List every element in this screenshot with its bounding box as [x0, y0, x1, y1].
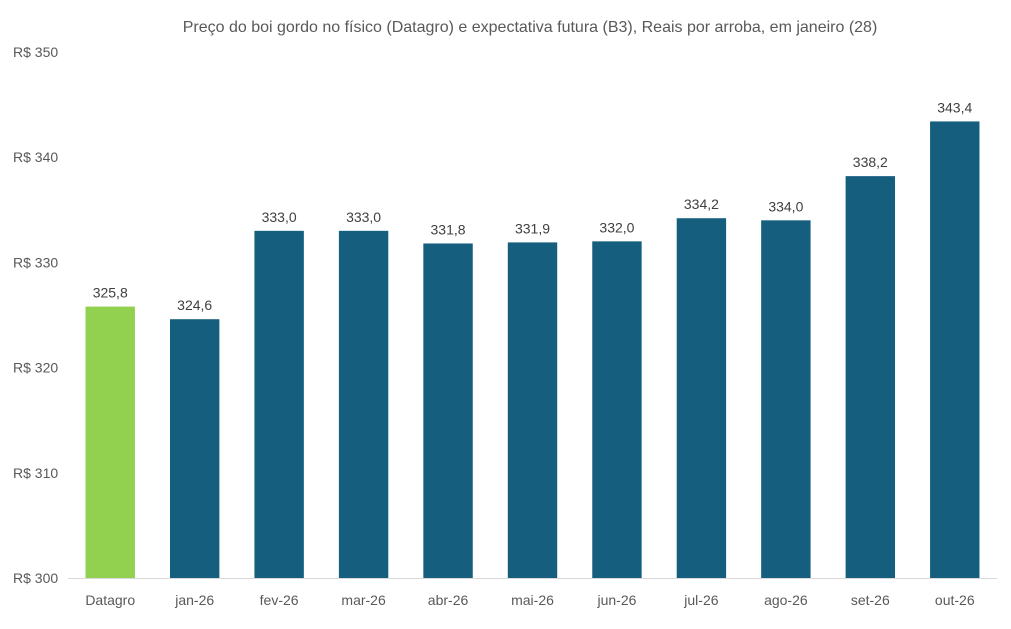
- x-axis: Datagro jan-26 fev-26 mar-26 abr-26 mai-26 jun…: [85, 592, 975, 608]
- data-label: 331,9: [515, 220, 550, 236]
- bar-fev-26: [254, 230, 304, 578]
- data-label: 324,6: [177, 297, 212, 313]
- bar-ago-26: [761, 220, 811, 578]
- y-tick-label: R$ 340: [13, 149, 58, 165]
- data-label: 338,2: [853, 154, 888, 170]
- x-tick-label: fev-26: [260, 592, 299, 608]
- bar-jul-26: [676, 218, 727, 578]
- data-labels: 325,8 324,6 333,0 333,0 331,8 331,9 332,0 334,2…: [93, 99, 973, 313]
- x-tick-label: mai-26: [511, 592, 554, 608]
- bar-jan-26: [169, 319, 220, 578]
- data-label: 325,8: [93, 285, 128, 301]
- x-tick-label: Datagro: [85, 592, 135, 608]
- data-label: 331,8: [431, 221, 466, 237]
- bar-Datagro: [85, 306, 135, 578]
- bar-abr-26: [423, 243, 473, 579]
- bar-jun-26: [592, 241, 642, 579]
- data-label: 333,0: [346, 209, 381, 225]
- bar-out-26: [930, 121, 980, 578]
- y-tick-label: R$ 320: [13, 360, 58, 376]
- y-tick-label: R$ 310: [13, 465, 58, 481]
- bars: [85, 121, 980, 579]
- y-tick-label: R$ 350: [13, 44, 58, 60]
- data-label: 333,0: [262, 209, 297, 225]
- bar-mai-26: [507, 242, 558, 579]
- x-tick-label: abr-26: [428, 592, 469, 608]
- data-label: 334,2: [684, 196, 719, 212]
- x-tick-label: jun-26: [596, 592, 636, 608]
- x-tick-label: mar-26: [341, 592, 386, 608]
- bar-mar-26: [338, 230, 389, 578]
- data-label: 334,0: [768, 198, 803, 214]
- chart-title: Preço do boi gordo no físico (Datagro) e…: [183, 19, 878, 36]
- data-label: 332,0: [599, 219, 634, 235]
- x-tick-label: set-26: [851, 592, 890, 608]
- y-axis: R$ 300 R$ 310 R$ 320 R$ 330 R$ 340 R$ 350: [13, 44, 58, 586]
- y-tick-label: R$ 300: [13, 570, 58, 586]
- bar-set-26: [845, 176, 896, 579]
- x-tick-label: out-26: [935, 592, 975, 608]
- x-tick-label: jul-26: [683, 592, 718, 608]
- x-tick-label: jan-26: [174, 592, 214, 608]
- y-tick-label: R$ 330: [13, 254, 58, 270]
- data-label: 343,4: [937, 99, 972, 115]
- x-tick-label: ago-26: [764, 592, 808, 608]
